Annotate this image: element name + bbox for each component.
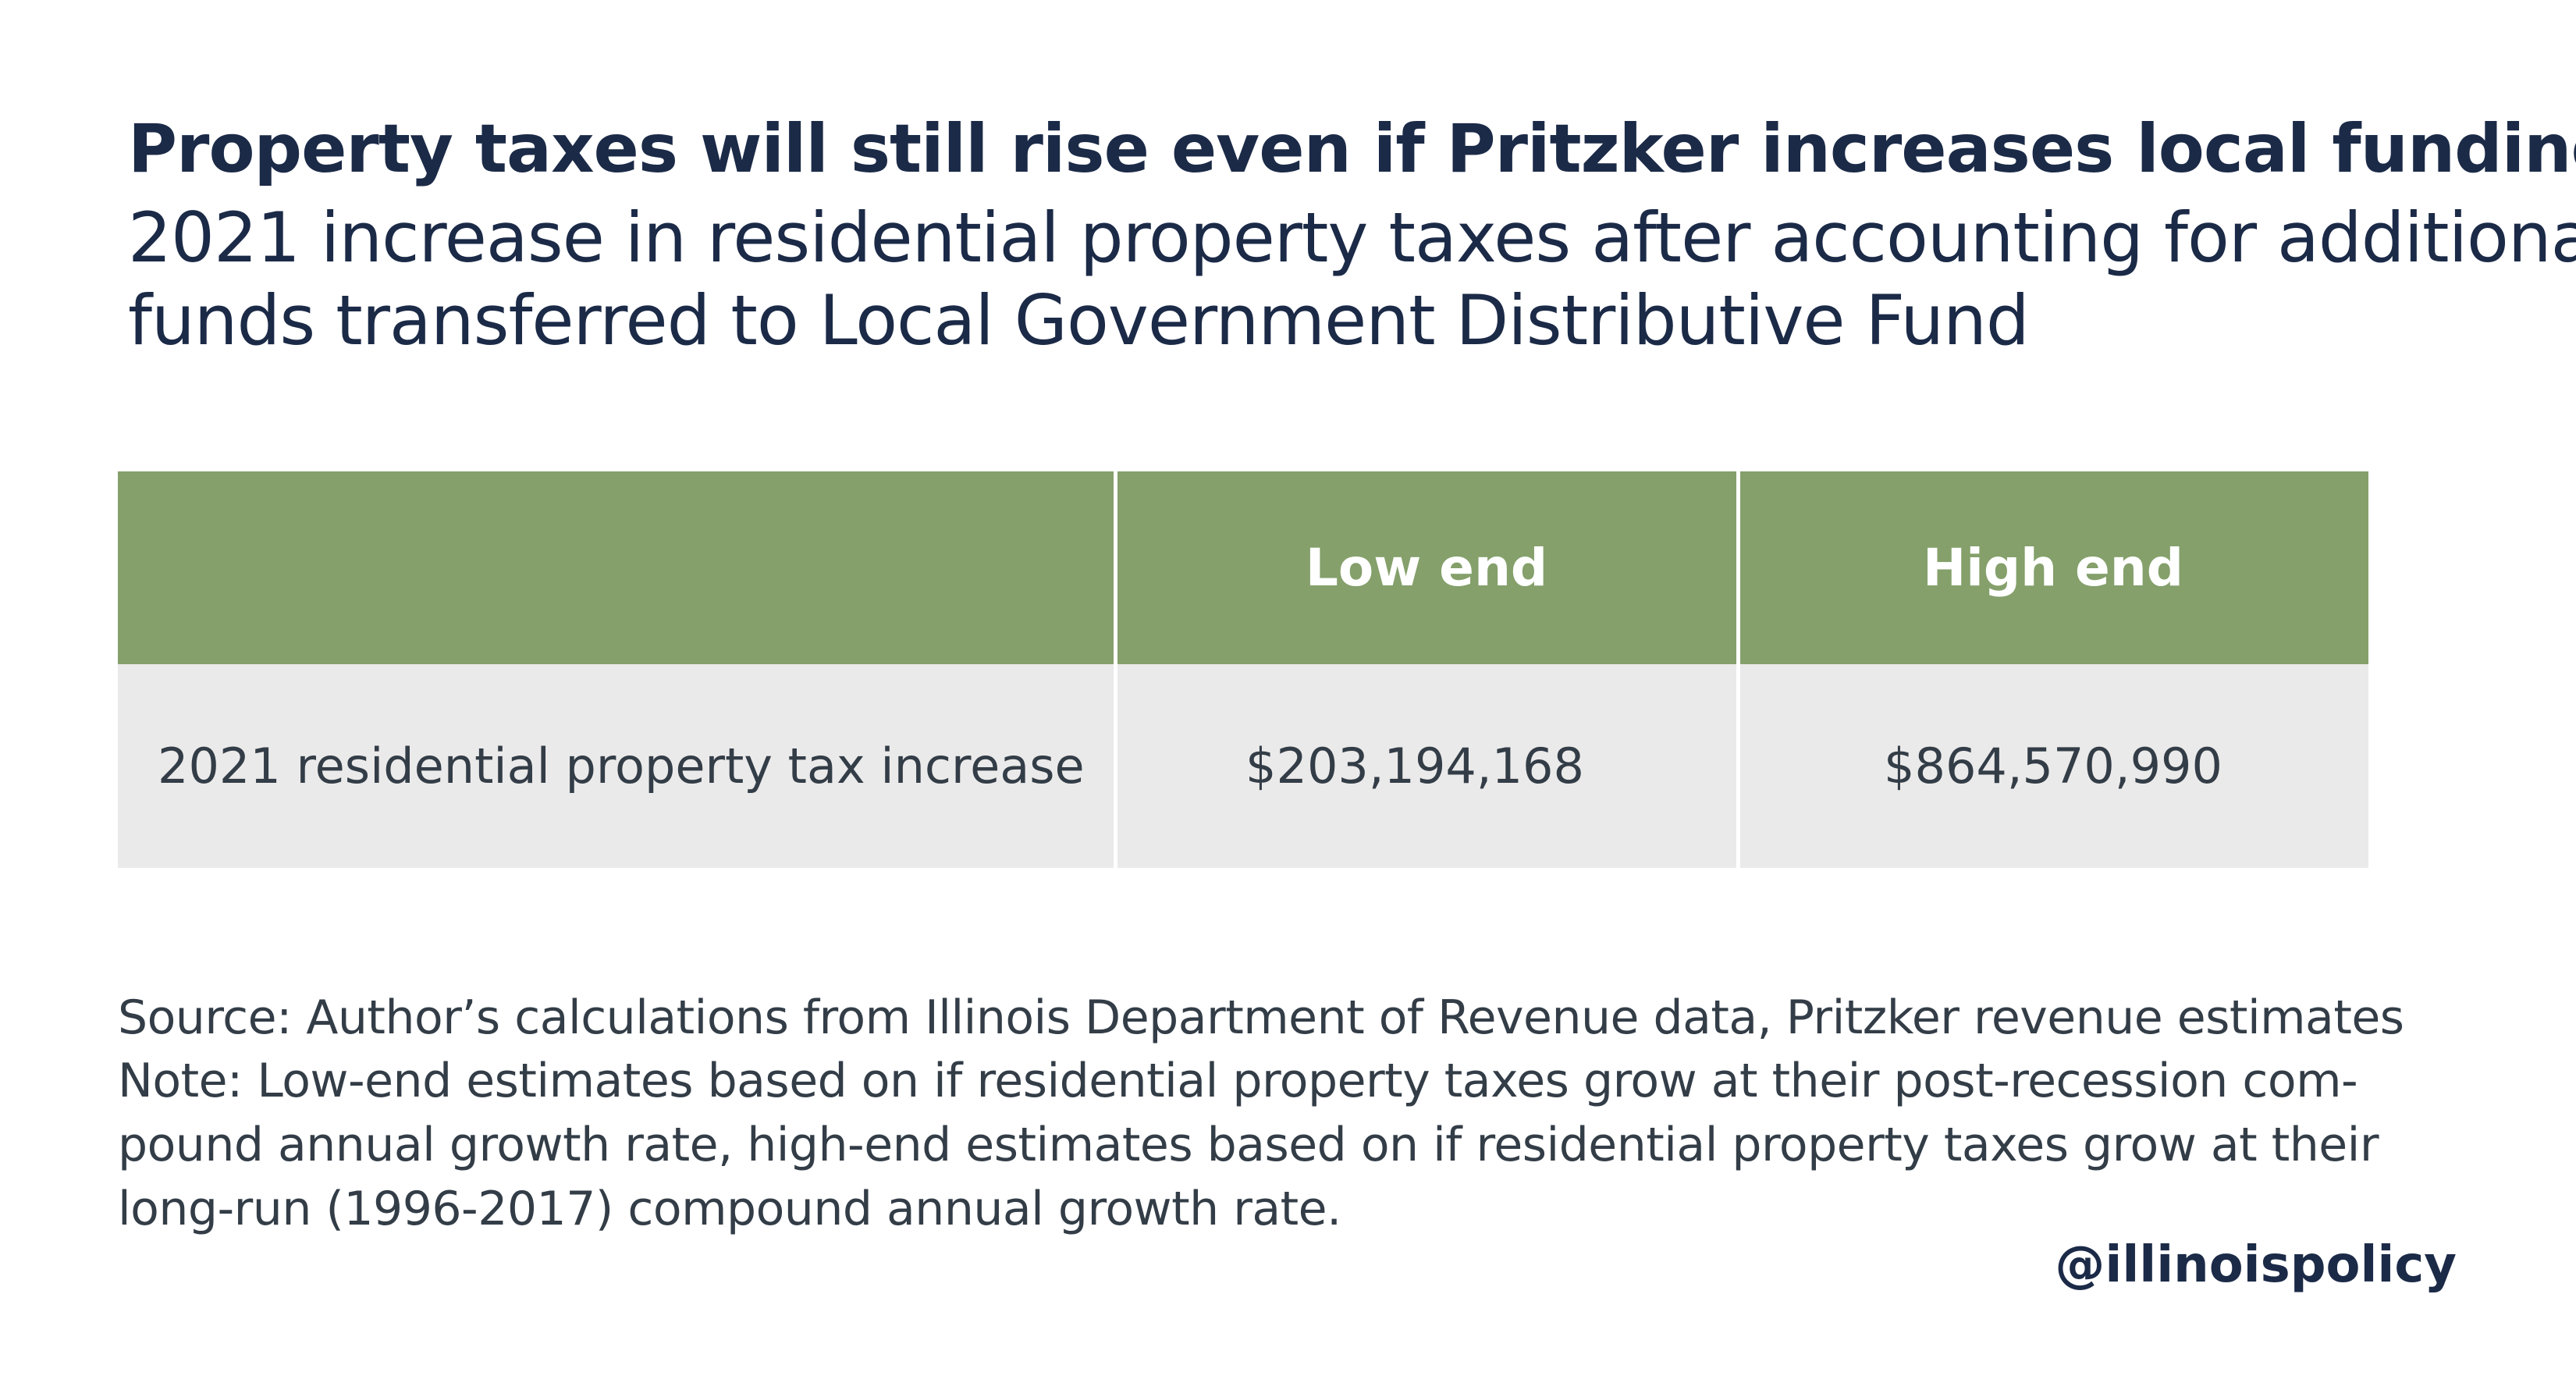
column-divider — [1736, 471, 1740, 868]
title: Property taxes will still rise even if P… — [128, 110, 2576, 188]
header-row: Low end High end — [118, 471, 2368, 664]
note: Note: Low-end estimates based on if resi… — [118, 1054, 2358, 1108]
source-note: Source: Author’s calculations from Illin… — [118, 990, 2404, 1045]
subtitle: 2021 increase in residential property ta… — [128, 197, 2576, 278]
note: long-run (1996-2017) compound annual gro… — [118, 1182, 1341, 1236]
subtitle: funds transferred to Local Government Di… — [128, 280, 2030, 361]
cell: $203,194,168 — [1245, 738, 1584, 795]
row-label: 2021 residential property tax increase — [158, 738, 1085, 795]
column-header: High end — [1922, 538, 2184, 598]
column-header: Low end — [1305, 538, 1548, 598]
column-divider — [1114, 471, 1117, 868]
cell: $864,570,990 — [1884, 738, 2222, 795]
handle: @illinoispolicy — [2055, 1236, 2457, 1294]
note: pound annual growth rate, high-end estim… — [118, 1118, 2379, 1172]
table-row: 2021 residential property tax increase $… — [118, 664, 2368, 868]
